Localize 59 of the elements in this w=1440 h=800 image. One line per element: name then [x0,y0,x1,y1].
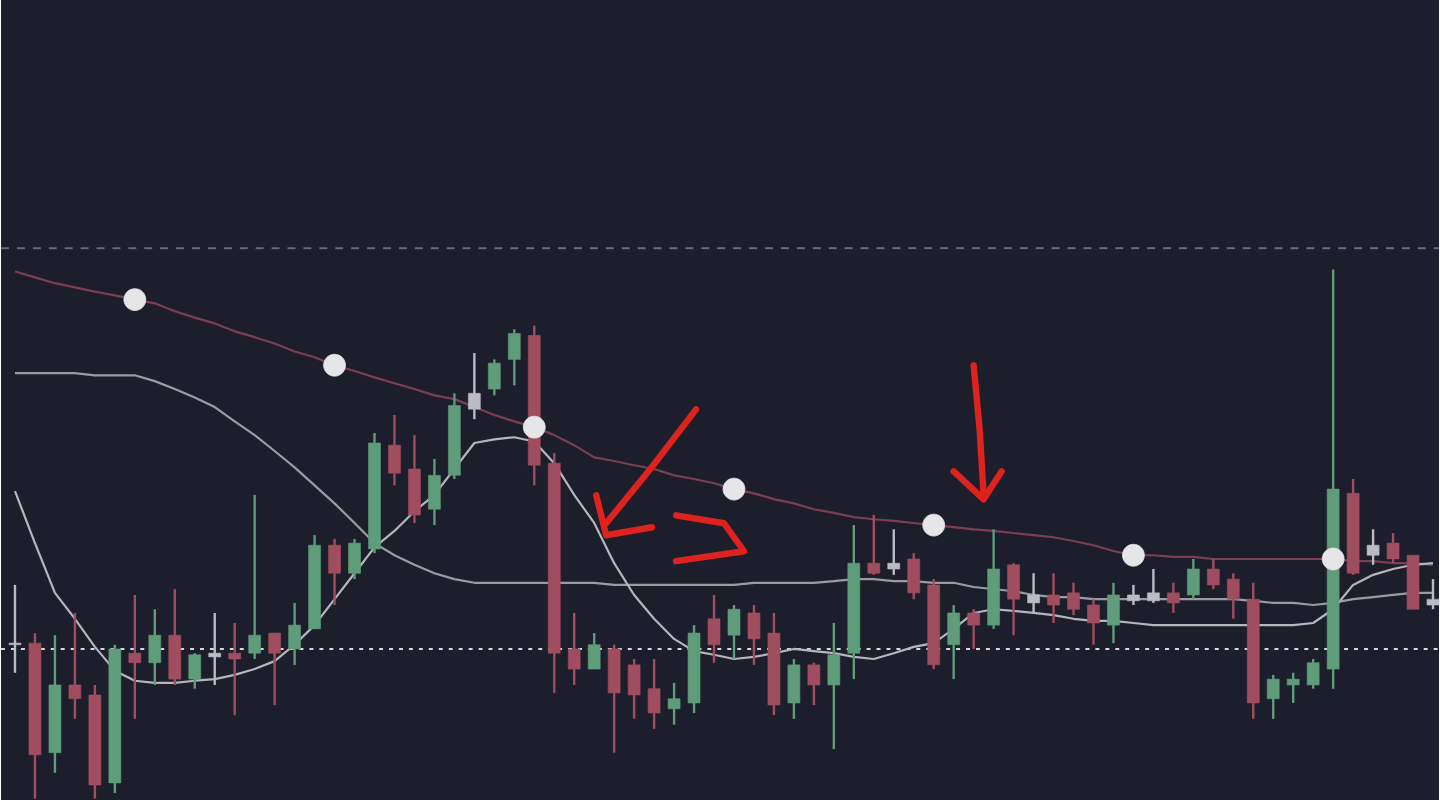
candlestick [1147,567,1160,604]
candlestick [947,603,960,680]
candlestick [1027,571,1040,614]
candlestick [807,661,821,706]
candlestick [567,611,581,686]
point [522,415,546,439]
point [123,287,147,311]
candlestick [228,621,241,716]
candlestick [1227,571,1240,620]
candlestick [488,357,501,397]
candlestick [8,583,22,674]
candlestick [1286,671,1300,704]
candlestick [168,587,182,686]
candlestick [1087,597,1100,646]
candlestick [348,537,361,580]
point [323,353,346,377]
candlestick [1366,527,1380,566]
candlestick [408,433,421,524]
candlestick [887,527,901,576]
candlestick [288,601,301,666]
point [922,513,946,536]
candlestick [627,657,641,720]
candlestick [248,493,261,660]
candlestick [1266,673,1280,720]
candlestick [827,621,841,750]
candlestick [388,413,401,487]
candlestick [1127,583,1140,606]
candlestick [148,607,162,686]
candlestick [607,643,621,754]
candlestick [747,603,761,666]
candlestick [328,537,341,606]
candlestick [468,351,481,420]
candlestick [727,603,741,660]
point [722,477,746,500]
candlestick [1067,581,1080,616]
candlestick [1306,657,1320,690]
candlestick [1047,571,1060,624]
candlestick [1167,581,1180,614]
candlestick [1007,561,1020,636]
candlestick [428,457,441,526]
candlestick [508,327,521,387]
candlestick [867,513,881,576]
candlestick [128,593,142,720]
candlestick [1207,557,1220,590]
point [1122,543,1145,567]
point [1321,547,1345,570]
candlestick [967,607,980,650]
candlestick [1386,531,1400,564]
candlestick [1107,581,1120,644]
candlestick [1187,557,1200,600]
candlestick [68,611,82,720]
candlestick [707,593,721,664]
candlestick [667,681,681,726]
candlestick [787,657,801,720]
candlestick [587,631,601,670]
candlestick [268,631,281,706]
candlestick [647,657,661,730]
candlestick [907,551,921,600]
candlestick [188,651,202,690]
